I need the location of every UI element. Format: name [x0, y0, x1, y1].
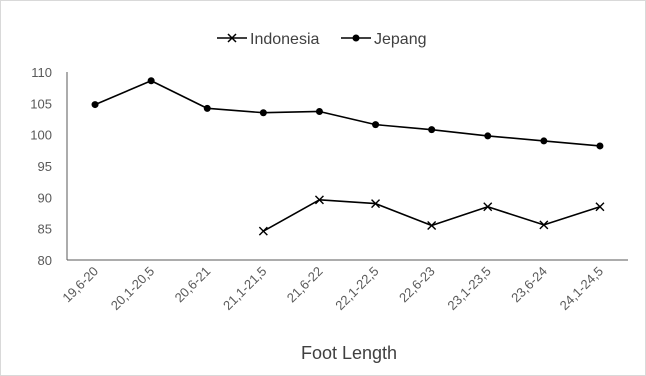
legend: Indonesia Jepang [217, 31, 427, 48]
data-point-jepang [147, 77, 155, 85]
y-tick-label: 110 [31, 65, 52, 80]
data-point-jepang [540, 137, 548, 145]
series-layer [91, 77, 605, 236]
data-point-jepang [372, 121, 380, 129]
data-point-jepang [203, 104, 211, 112]
data-point-jepang [91, 101, 99, 109]
data-point-jepang [428, 126, 436, 134]
data-point-indonesia [258, 226, 268, 236]
legend-jepang-marker [352, 34, 360, 42]
x-tick-label: 19,6-20 [59, 264, 101, 306]
data-point-jepang [596, 142, 604, 150]
y-tick-label: 80 [38, 253, 52, 268]
x-tick-label: 21,6-22 [284, 264, 326, 306]
data-point-indonesia [371, 199, 381, 209]
legend-indonesia-marker [227, 33, 237, 43]
legend-item-indonesia: Indonesia [217, 31, 319, 48]
legend-jepang-label: Jepang [374, 31, 427, 48]
x-tick-label: 20,6-21 [172, 264, 214, 306]
data-point-indonesia [314, 195, 324, 205]
y-tick-label: 95 [38, 159, 52, 174]
legend-indonesia-label: Indonesia [250, 31, 319, 48]
x-tick-label: 22,1-22,5 [332, 264, 381, 313]
data-point-jepang [315, 107, 323, 115]
data-point-indonesia [595, 202, 605, 212]
x-axis-title: Foot Length [301, 343, 397, 363]
y-tick-label: 90 [38, 190, 52, 205]
series-jepang [91, 77, 604, 150]
y-tick-label: 85 [38, 222, 52, 237]
data-point-indonesia [539, 220, 549, 230]
x-tick-label: 23,1-23,5 [444, 264, 493, 313]
y-tick-label: 100 [30, 128, 52, 143]
x-tick-label: 23,6-24 [508, 264, 550, 306]
data-point-jepang [484, 132, 492, 140]
data-point-indonesia [427, 221, 437, 231]
data-point-jepang [259, 109, 267, 117]
series-jepang-line [94, 79, 601, 147]
y-tick-label: 105 [30, 96, 52, 111]
x-tick-label: 21,1-21,5 [220, 264, 269, 313]
x-axis: 19,6-20 20,1-20,5 20,6-21 21,1-21,5 21,6-22 2… [59, 259, 628, 313]
x-tick-label: 24,1-24,5 [557, 264, 606, 313]
data-point-indonesia [483, 202, 493, 212]
x-tick-label: 20,1-20,5 [108, 264, 157, 313]
x-tick-label: 22,6-23 [396, 264, 438, 306]
y-axis: 80 85 90 95 100 105 110 [30, 65, 68, 268]
series-indonesia [258, 195, 605, 236]
legend-item-jepang: Jepang [341, 31, 427, 48]
